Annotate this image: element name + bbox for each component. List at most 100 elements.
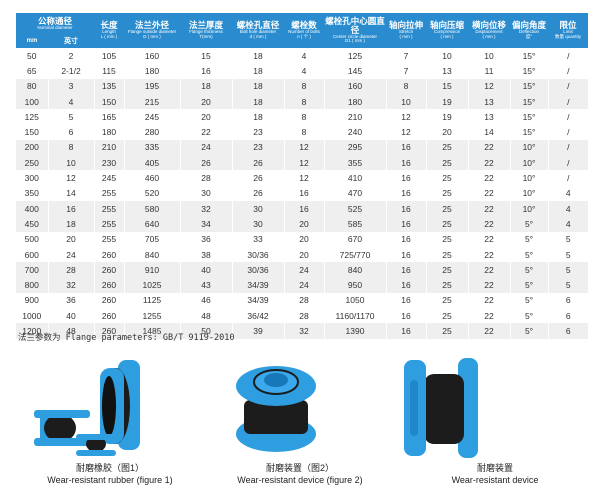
table-cell: 30/36 bbox=[231, 262, 285, 278]
table-cell: 6 bbox=[47, 124, 95, 140]
table-cell: 22 bbox=[467, 277, 511, 293]
table-cell: 800 bbox=[16, 277, 48, 293]
table-cell: 25 bbox=[425, 185, 469, 201]
table-cell: 255 bbox=[93, 216, 125, 232]
table-cell: 8 bbox=[283, 78, 325, 94]
table-cell: 34 bbox=[179, 216, 233, 232]
table-cell: 22 bbox=[467, 308, 511, 324]
table-cell: 1050 bbox=[323, 292, 387, 309]
table-cell: 26 bbox=[231, 185, 285, 201]
table-cell: 7 bbox=[385, 48, 427, 64]
header-inch: 英寸 bbox=[48, 35, 95, 48]
table-cell: 16 bbox=[385, 262, 427, 278]
table-cell: 48 bbox=[47, 323, 95, 339]
table-cell: 14 bbox=[467, 124, 511, 140]
table-cell: 16 bbox=[385, 216, 427, 232]
table-cell: 950 bbox=[323, 277, 387, 293]
table-cell: 16 bbox=[385, 170, 427, 186]
header-mm: mm bbox=[16, 35, 48, 48]
table-cell: 180 bbox=[123, 63, 181, 79]
table-cell: 10° bbox=[509, 139, 549, 156]
header-nominal: 公称通径 Nominal diameter bbox=[16, 13, 95, 35]
table-cell: 16 bbox=[179, 63, 233, 79]
table-row: 250 10 230 405 26 26 12 355 16 25 22 10° / bbox=[16, 155, 589, 171]
table-cell: 19 bbox=[425, 93, 469, 110]
table-cell: 15° bbox=[509, 63, 549, 79]
product-caption-1: 耐磨橡胶（图1） Wear-resistant rubber (figure 1… bbox=[20, 462, 200, 486]
table-row: 800 32 260 1025 43 34/39 24 950 16 25 22 5° 5 bbox=[16, 277, 589, 293]
table-row: 900 36 260 1125 46 34/39 28 1050 16 25 22 5° 6 bbox=[16, 292, 589, 309]
table-cell: 16 bbox=[385, 308, 427, 324]
table-cell: 10 bbox=[47, 155, 95, 171]
table-cell: 405 bbox=[123, 155, 181, 171]
table-cell: 10 bbox=[467, 48, 511, 64]
table-cell: 105 bbox=[93, 48, 125, 64]
table-cell: 22 bbox=[467, 246, 511, 263]
table-cell: 585 bbox=[323, 216, 387, 232]
table-cell: 12 bbox=[467, 78, 511, 94]
table-cell: 400 bbox=[16, 200, 48, 217]
table-cell: 15 bbox=[179, 48, 233, 64]
table-cell: 8 bbox=[385, 78, 427, 94]
table-cell: 28 bbox=[47, 262, 95, 278]
table-cell: 25 bbox=[425, 155, 469, 171]
table-cell: 165 bbox=[93, 109, 125, 125]
caption-en: Wear-resistant device (figure 2) bbox=[237, 475, 363, 485]
table-cell: 16 bbox=[385, 231, 427, 247]
table-row: 700 28 260 910 40 30/36 24 840 16 25 22 5° 5 bbox=[16, 262, 589, 278]
table-cell: 20 bbox=[179, 109, 233, 125]
table-cell: / bbox=[547, 63, 589, 79]
table-cell: 16 bbox=[385, 323, 427, 339]
table-cell: 450 bbox=[16, 216, 48, 232]
spec-table-body: 50 2 105 160 15 18 4 125 7 10 10 15°/65 2-1/2 115 180 1… bbox=[16, 48, 589, 339]
table-cell: 18 bbox=[231, 48, 285, 64]
table-cell: 40 bbox=[47, 308, 95, 324]
caption-en: Wear-resistant device bbox=[451, 475, 539, 485]
table-row: 600 24 260 840 38 30/36 20 725/770 16 25 22 5° 5 bbox=[16, 246, 589, 263]
table-cell: 200 bbox=[16, 139, 48, 156]
table-cell: 12 bbox=[283, 139, 325, 156]
table-cell: 30 bbox=[231, 216, 285, 232]
product-caption-2: 耐磨装置（图2） Wear-resistant device (figure 2… bbox=[200, 462, 400, 486]
table-cell: 28 bbox=[179, 170, 233, 186]
table-cell: 36/42 bbox=[231, 308, 285, 324]
table-cell: 13 bbox=[467, 109, 511, 125]
table-cell: 245 bbox=[93, 170, 125, 186]
table-cell: 520 bbox=[123, 185, 181, 201]
table-cell: 15° bbox=[509, 48, 549, 64]
table-cell: 1200 bbox=[16, 323, 48, 339]
table-row: 300 12 245 460 28 26 12 410 16 25 22 10° / bbox=[16, 170, 589, 186]
table-cell: 65 bbox=[27, 65, 37, 76]
table-cell: 350 bbox=[24, 188, 39, 199]
table-cell: 300 bbox=[24, 173, 39, 184]
table-cell: 1025 bbox=[123, 277, 181, 293]
table-row: 80 3 135 195 18 18 8 160 8 15 12 15° / bbox=[16, 78, 589, 94]
table-row: 125 5 165 245 20 18 8 210 12 19 13 15° / bbox=[16, 109, 589, 125]
table-cell: 640 bbox=[123, 216, 181, 232]
table-cell: 25 bbox=[425, 277, 469, 293]
header-compression: 轴向压缩 Compression( mm ) bbox=[426, 13, 469, 48]
table-cell: 145 bbox=[323, 63, 387, 79]
table-row: 65 2-1/2 115 180 16 18 4 145 7 13 11 15° / bbox=[16, 63, 589, 79]
table-cell: 28 bbox=[283, 308, 325, 324]
table-cell: 25 bbox=[425, 216, 469, 232]
table-cell: 115 bbox=[93, 63, 125, 79]
table-row: 50 2 105 160 15 18 4 125 7 10 10 15° / bbox=[16, 48, 589, 64]
table-cell: 25 bbox=[425, 170, 469, 186]
table-cell: / bbox=[547, 139, 589, 156]
table-cell: 22 bbox=[467, 231, 511, 247]
table-cell: 240 bbox=[323, 124, 387, 140]
table-cell: 150 bbox=[93, 93, 125, 110]
table-cell: 25 bbox=[425, 323, 469, 339]
table-cell: 12 bbox=[385, 124, 427, 140]
table-cell: 16 bbox=[283, 200, 325, 217]
table-cell: 260 bbox=[93, 246, 125, 263]
table-cell: 24 bbox=[283, 277, 325, 293]
table-cell: 8 bbox=[283, 93, 325, 110]
table-cell: / bbox=[547, 124, 589, 140]
table-cell: 8 bbox=[283, 124, 325, 140]
table-cell: 260 bbox=[93, 262, 125, 278]
header-stretch: 轴向拉伸 Stretch( mm ) bbox=[386, 13, 427, 48]
table-cell: 1255 bbox=[123, 308, 181, 324]
table-cell: 5 bbox=[547, 231, 589, 247]
